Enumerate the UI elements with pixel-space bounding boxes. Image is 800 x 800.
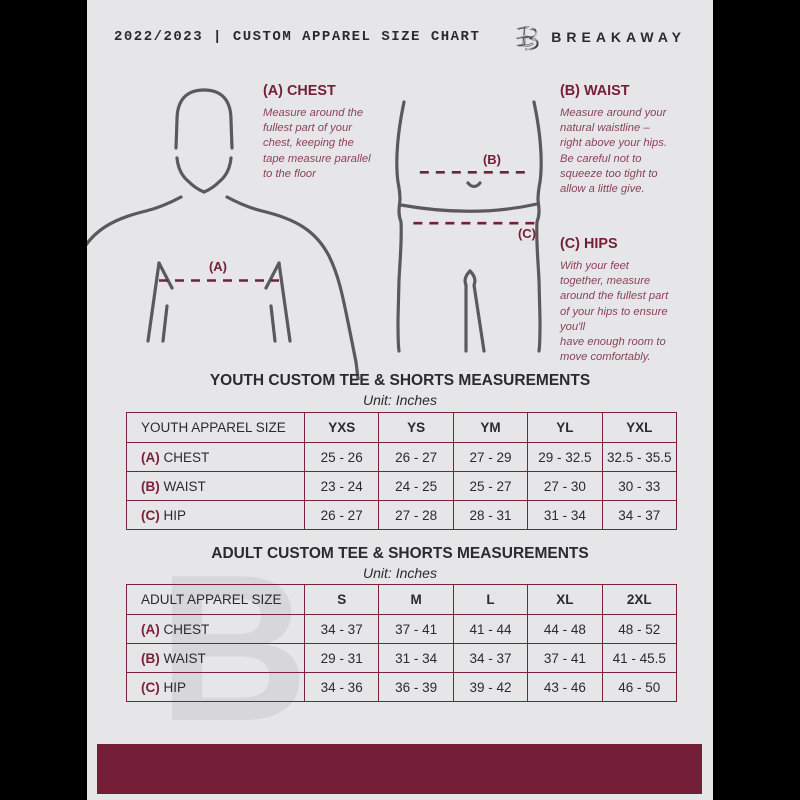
svg-text:(B): (B) [483,152,501,167]
svg-text:(C): (C) [518,226,536,241]
svg-text:(A): (A) [209,259,227,274]
